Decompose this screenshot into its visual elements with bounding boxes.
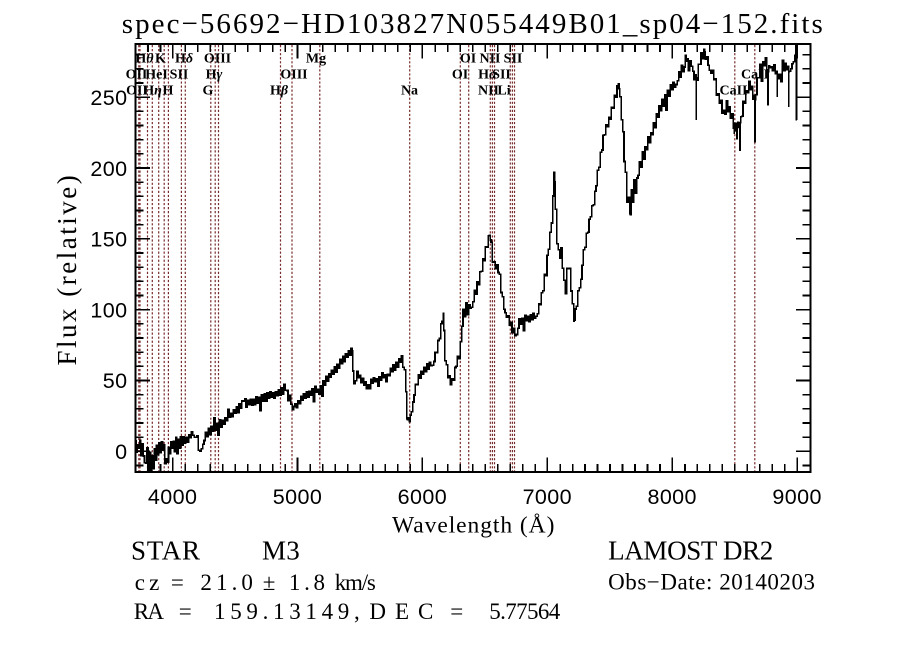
svg-text:21.0: 21.0 [200, 570, 253, 595]
svg-text:Hδ: Hδ [175, 51, 193, 66]
svg-text:250: 250 [90, 86, 127, 110]
svg-text:150: 150 [90, 228, 127, 252]
svg-text:M3: M3 [262, 536, 300, 566]
svg-text:OIII: OIII [280, 67, 307, 82]
svg-text:RA: RA [134, 599, 165, 624]
svg-text:±: ± [263, 570, 276, 595]
svg-text:Li: Li [497, 83, 510, 98]
svg-text:spec−56692−HD103827N055449B01_: spec−56692−HD103827N055449B01_sp04−152.f… [122, 8, 823, 40]
svg-text:Na: Na [401, 83, 418, 98]
svg-text:Flux (relative): Flux (relative) [52, 173, 82, 366]
svg-text:=: = [171, 570, 184, 595]
svg-text:5.77564: 5.77564 [489, 599, 560, 624]
svg-text:NII: NII [478, 83, 499, 98]
svg-text:200: 200 [90, 157, 127, 181]
svg-text:0: 0 [115, 440, 127, 464]
svg-text:4000: 4000 [148, 485, 197, 509]
svg-text:SII: SII [492, 67, 511, 82]
svg-text:Mg: Mg [306, 51, 326, 66]
svg-text:CaII: CaII [719, 83, 747, 98]
svg-text:km/s: km/s [335, 570, 376, 595]
svg-text:9000: 9000 [772, 485, 821, 509]
svg-text:NII: NII [479, 51, 500, 66]
svg-text:OIII: OIII [204, 51, 231, 66]
svg-text:K: K [155, 51, 166, 66]
svg-text:H: H [163, 83, 174, 98]
svg-text:100: 100 [90, 298, 127, 322]
svg-text:LAMOST DR2: LAMOST DR2 [608, 536, 773, 566]
svg-text:G: G [203, 83, 214, 98]
svg-text:OI: OI [452, 67, 468, 82]
svg-text:5000: 5000 [273, 485, 322, 509]
svg-text:Obs−Date: 20140203: Obs−Date: 20140203 [608, 570, 815, 595]
svg-text:HeI: HeI [145, 67, 168, 82]
svg-text:Hη: Hη [143, 83, 162, 98]
svg-text:=: = [179, 599, 192, 624]
svg-text:Hγ: Hγ [206, 67, 223, 82]
svg-text:OI: OI [460, 51, 476, 66]
svg-text:DEC: DEC [369, 599, 433, 624]
svg-text:8000: 8000 [647, 485, 696, 509]
svg-text:OII: OII [126, 83, 148, 98]
svg-text:SII: SII [170, 67, 189, 82]
svg-text:6000: 6000 [398, 485, 447, 509]
svg-text:OII: OII [126, 67, 148, 82]
svg-text:Hβ: Hβ [270, 83, 289, 98]
svg-text:1.8: 1.8 [289, 570, 325, 595]
svg-text:STAR: STAR [131, 536, 200, 566]
svg-text:7000: 7000 [523, 485, 572, 509]
svg-text:CaII: CaII [741, 67, 769, 82]
svg-text:Hα: Hα [478, 67, 497, 82]
svg-text:Hθ: Hθ [135, 51, 154, 66]
svg-text:50: 50 [103, 369, 128, 393]
svg-text:Wavelength (Å): Wavelength (Å) [392, 513, 554, 539]
svg-text:SII: SII [504, 51, 523, 66]
svg-text:=: = [450, 599, 463, 624]
